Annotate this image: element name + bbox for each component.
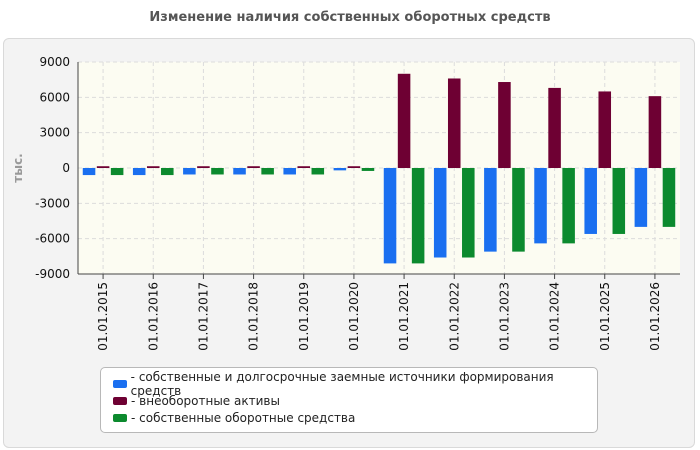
- x-tick-label: 01.01.2021: [397, 282, 411, 351]
- bar-s2-10: [548, 87, 561, 168]
- bar-s1-2: [132, 168, 146, 176]
- bar-s1-1: [82, 168, 96, 176]
- x-tick-label: 01.01.2025: [598, 282, 612, 351]
- bar-s3-3: [211, 168, 224, 175]
- bar-s2-7: [397, 73, 411, 168]
- bar-s1-12: [634, 168, 648, 227]
- bar-s1-9: [484, 168, 497, 252]
- bar-s1-7: [383, 168, 397, 264]
- bar-s1-4: [233, 168, 246, 175]
- legend-swatch-3: [113, 413, 127, 422]
- bar-s1-10: [534, 168, 547, 244]
- bar-s3-9: [512, 168, 525, 252]
- x-tick-label: 01.01.2019: [297, 282, 311, 351]
- bar-s3-11: [612, 168, 626, 234]
- legend-label-3: - собственные оборотные средства: [131, 410, 356, 425]
- bar-s2-8: [447, 78, 461, 168]
- y-tick-label: 3000: [39, 126, 70, 140]
- chart-title: Изменение наличия собственных оборотных …: [149, 10, 551, 25]
- y-tick-label: -9000: [35, 267, 70, 281]
- legend-item-3: - собственные оборотные средства: [101, 409, 597, 426]
- legend-swatch-2: [113, 396, 127, 405]
- y-tick-label: -6000: [35, 232, 70, 246]
- bar-s2-2: [146, 166, 160, 168]
- bar-s2-9: [498, 82, 511, 168]
- y-tick-label: -3000: [35, 196, 70, 210]
- bar-s3-8: [462, 168, 475, 258]
- legend-item-2: - внеоборотные активы: [101, 392, 597, 409]
- bar-s1-6: [333, 168, 347, 171]
- legend-text-1: собственные и долгосрочные заемные источ…: [130, 369, 554, 398]
- y-tick-label: 9000: [39, 55, 70, 69]
- legend-label-2: - внеоборотные активы: [131, 393, 280, 408]
- bar-s2-1: [96, 166, 110, 168]
- x-tick-label: 01.01.2026: [648, 282, 662, 351]
- legend-label-1: - собственные и долгосрочные заемные ист…: [130, 369, 554, 398]
- legend-item-1: - собственные и долгосрочные заемные ист…: [101, 370, 597, 398]
- bar-s3-4: [261, 168, 274, 175]
- bar-s2-12: [648, 96, 662, 168]
- chart-legend: - собственные и долгосрочные заемные ист…: [100, 367, 598, 433]
- bar-s3-6: [361, 168, 375, 171]
- bar-s1-8: [433, 168, 447, 258]
- y-axis-label: тыс.: [11, 153, 25, 182]
- bar-s3-7: [411, 168, 425, 264]
- bar-s3-5: [311, 168, 325, 175]
- legend-swatch-1: [113, 379, 127, 388]
- bar-s3-2: [161, 168, 174, 176]
- bar-s3-1: [110, 168, 124, 176]
- y-tick-label: 0: [62, 161, 70, 175]
- x-tick-label: 01.01.2024: [548, 282, 562, 351]
- legend-text-2: внеоборотные активы: [139, 393, 280, 408]
- bar-s1-5: [283, 168, 296, 175]
- bar-s2-4: [247, 166, 260, 168]
- bar-s1-11: [584, 168, 597, 234]
- x-tick-label: 01.01.2017: [196, 282, 210, 351]
- bar-s2-11: [598, 91, 612, 168]
- legend-text-3: собственные оборотные средства: [139, 410, 356, 425]
- x-tick-label: 01.01.2015: [96, 282, 110, 351]
- bar-s2-6: [347, 166, 361, 168]
- bar-s1-3: [183, 168, 196, 175]
- x-tick-label: 01.01.2016: [146, 282, 160, 351]
- bar-s3-10: [562, 168, 575, 244]
- x-tick-label: 01.01.2020: [347, 282, 361, 351]
- bar-s2-3: [197, 166, 210, 168]
- bar-s2-5: [297, 166, 311, 168]
- x-tick-label: 01.01.2022: [447, 282, 461, 351]
- x-tick-label: 01.01.2018: [247, 282, 261, 351]
- x-tick-label: 01.01.2023: [497, 282, 511, 351]
- y-tick-label: 6000: [39, 90, 70, 104]
- bar-s3-12: [662, 168, 676, 227]
